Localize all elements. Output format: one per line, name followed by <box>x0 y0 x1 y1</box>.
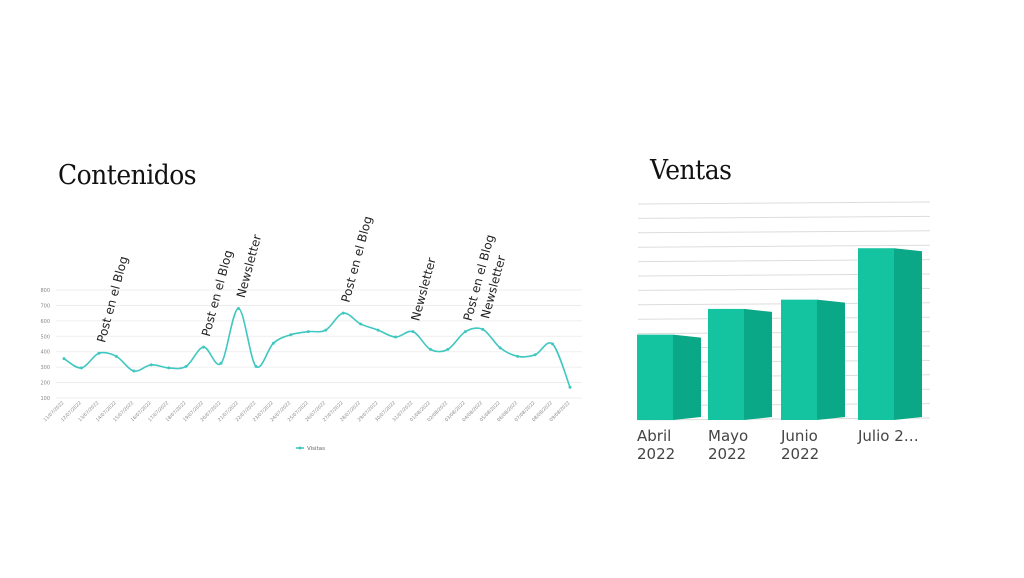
x-category-label-line: Julio 2… <box>857 427 919 445</box>
visitas-data-point <box>446 347 450 351</box>
bar-gridline <box>637 244 931 248</box>
sales-bar-front <box>708 308 744 420</box>
visitas-data-point <box>236 307 240 311</box>
visitas-data-point <box>184 364 188 368</box>
visitas-data-point <box>359 322 363 326</box>
visitas-data-point <box>62 357 66 361</box>
x-category-label: Junio 2022 <box>780 427 819 463</box>
visitas-data-point <box>568 385 572 389</box>
y-tick-label: 500 <box>40 334 50 340</box>
x-category-label-line: Mayo <box>708 427 748 445</box>
visitas-data-point <box>516 354 520 358</box>
visitas-data-point <box>341 311 345 315</box>
legend-label: Visitas <box>307 446 325 452</box>
visitas-data-point <box>306 330 310 334</box>
visitas-data-point <box>289 333 293 337</box>
bar-gridline <box>637 215 931 219</box>
y-tick-label: 100 <box>40 396 50 402</box>
x-category-label-line: Abril <box>637 427 671 445</box>
bar-chart-title: Ventas <box>650 153 732 186</box>
y-tick-label: 800 <box>40 288 50 294</box>
visitas-data-point <box>202 345 206 349</box>
bar-gridline <box>637 230 931 234</box>
visitas-data-point <box>254 364 258 368</box>
visitas-data-point <box>132 369 136 373</box>
visitas-data-point <box>114 354 118 358</box>
y-tick-label: 600 <box>40 319 50 325</box>
x-category-label-line: 2022 <box>781 445 819 463</box>
visitas-data-point <box>463 330 467 334</box>
x-category-label-line: 2022 <box>708 445 746 463</box>
sales-bar-front <box>858 248 894 420</box>
visitas-data-point <box>79 366 83 370</box>
y-tick-label: 200 <box>40 381 50 387</box>
x-category-label-line: 2022 <box>637 445 675 463</box>
visitas-data-point <box>411 330 415 334</box>
visitas-data-point <box>533 353 537 357</box>
sales-bar-side <box>817 299 845 420</box>
visitas-data-point <box>219 361 223 365</box>
visitas-data-point <box>271 341 275 345</box>
visitas-data-point <box>167 366 171 370</box>
y-tick-label: 400 <box>40 350 50 356</box>
y-tick-label: 700 <box>40 303 50 309</box>
visitas-data-point <box>498 346 502 350</box>
legend-marker-dot <box>298 446 302 450</box>
line-chart-title: Contenidos <box>58 158 197 191</box>
visitas-data-point <box>551 342 555 346</box>
sales-bar-front <box>781 299 817 420</box>
sales-bar-side <box>744 308 772 420</box>
y-tick-label: 300 <box>40 365 50 371</box>
x-category-label: Abril 2022 <box>637 427 675 463</box>
visitas-data-point <box>428 347 432 351</box>
visitas-data-point <box>97 351 101 355</box>
bar-gridline <box>637 201 931 205</box>
sales-bar-front <box>637 334 673 420</box>
sales-bar-side <box>673 334 701 420</box>
x-category-label: Julio 2… <box>857 427 919 445</box>
visitas-data-point <box>149 363 153 367</box>
x-category-label: Mayo 2022 <box>708 427 748 463</box>
visitas-data-point <box>481 327 485 331</box>
visitas-data-point <box>394 335 398 339</box>
visitas-data-point <box>324 328 328 332</box>
visitas-data-point <box>376 328 380 332</box>
x-category-label-line: Junio <box>780 427 818 445</box>
sales-bar-side <box>894 248 922 420</box>
